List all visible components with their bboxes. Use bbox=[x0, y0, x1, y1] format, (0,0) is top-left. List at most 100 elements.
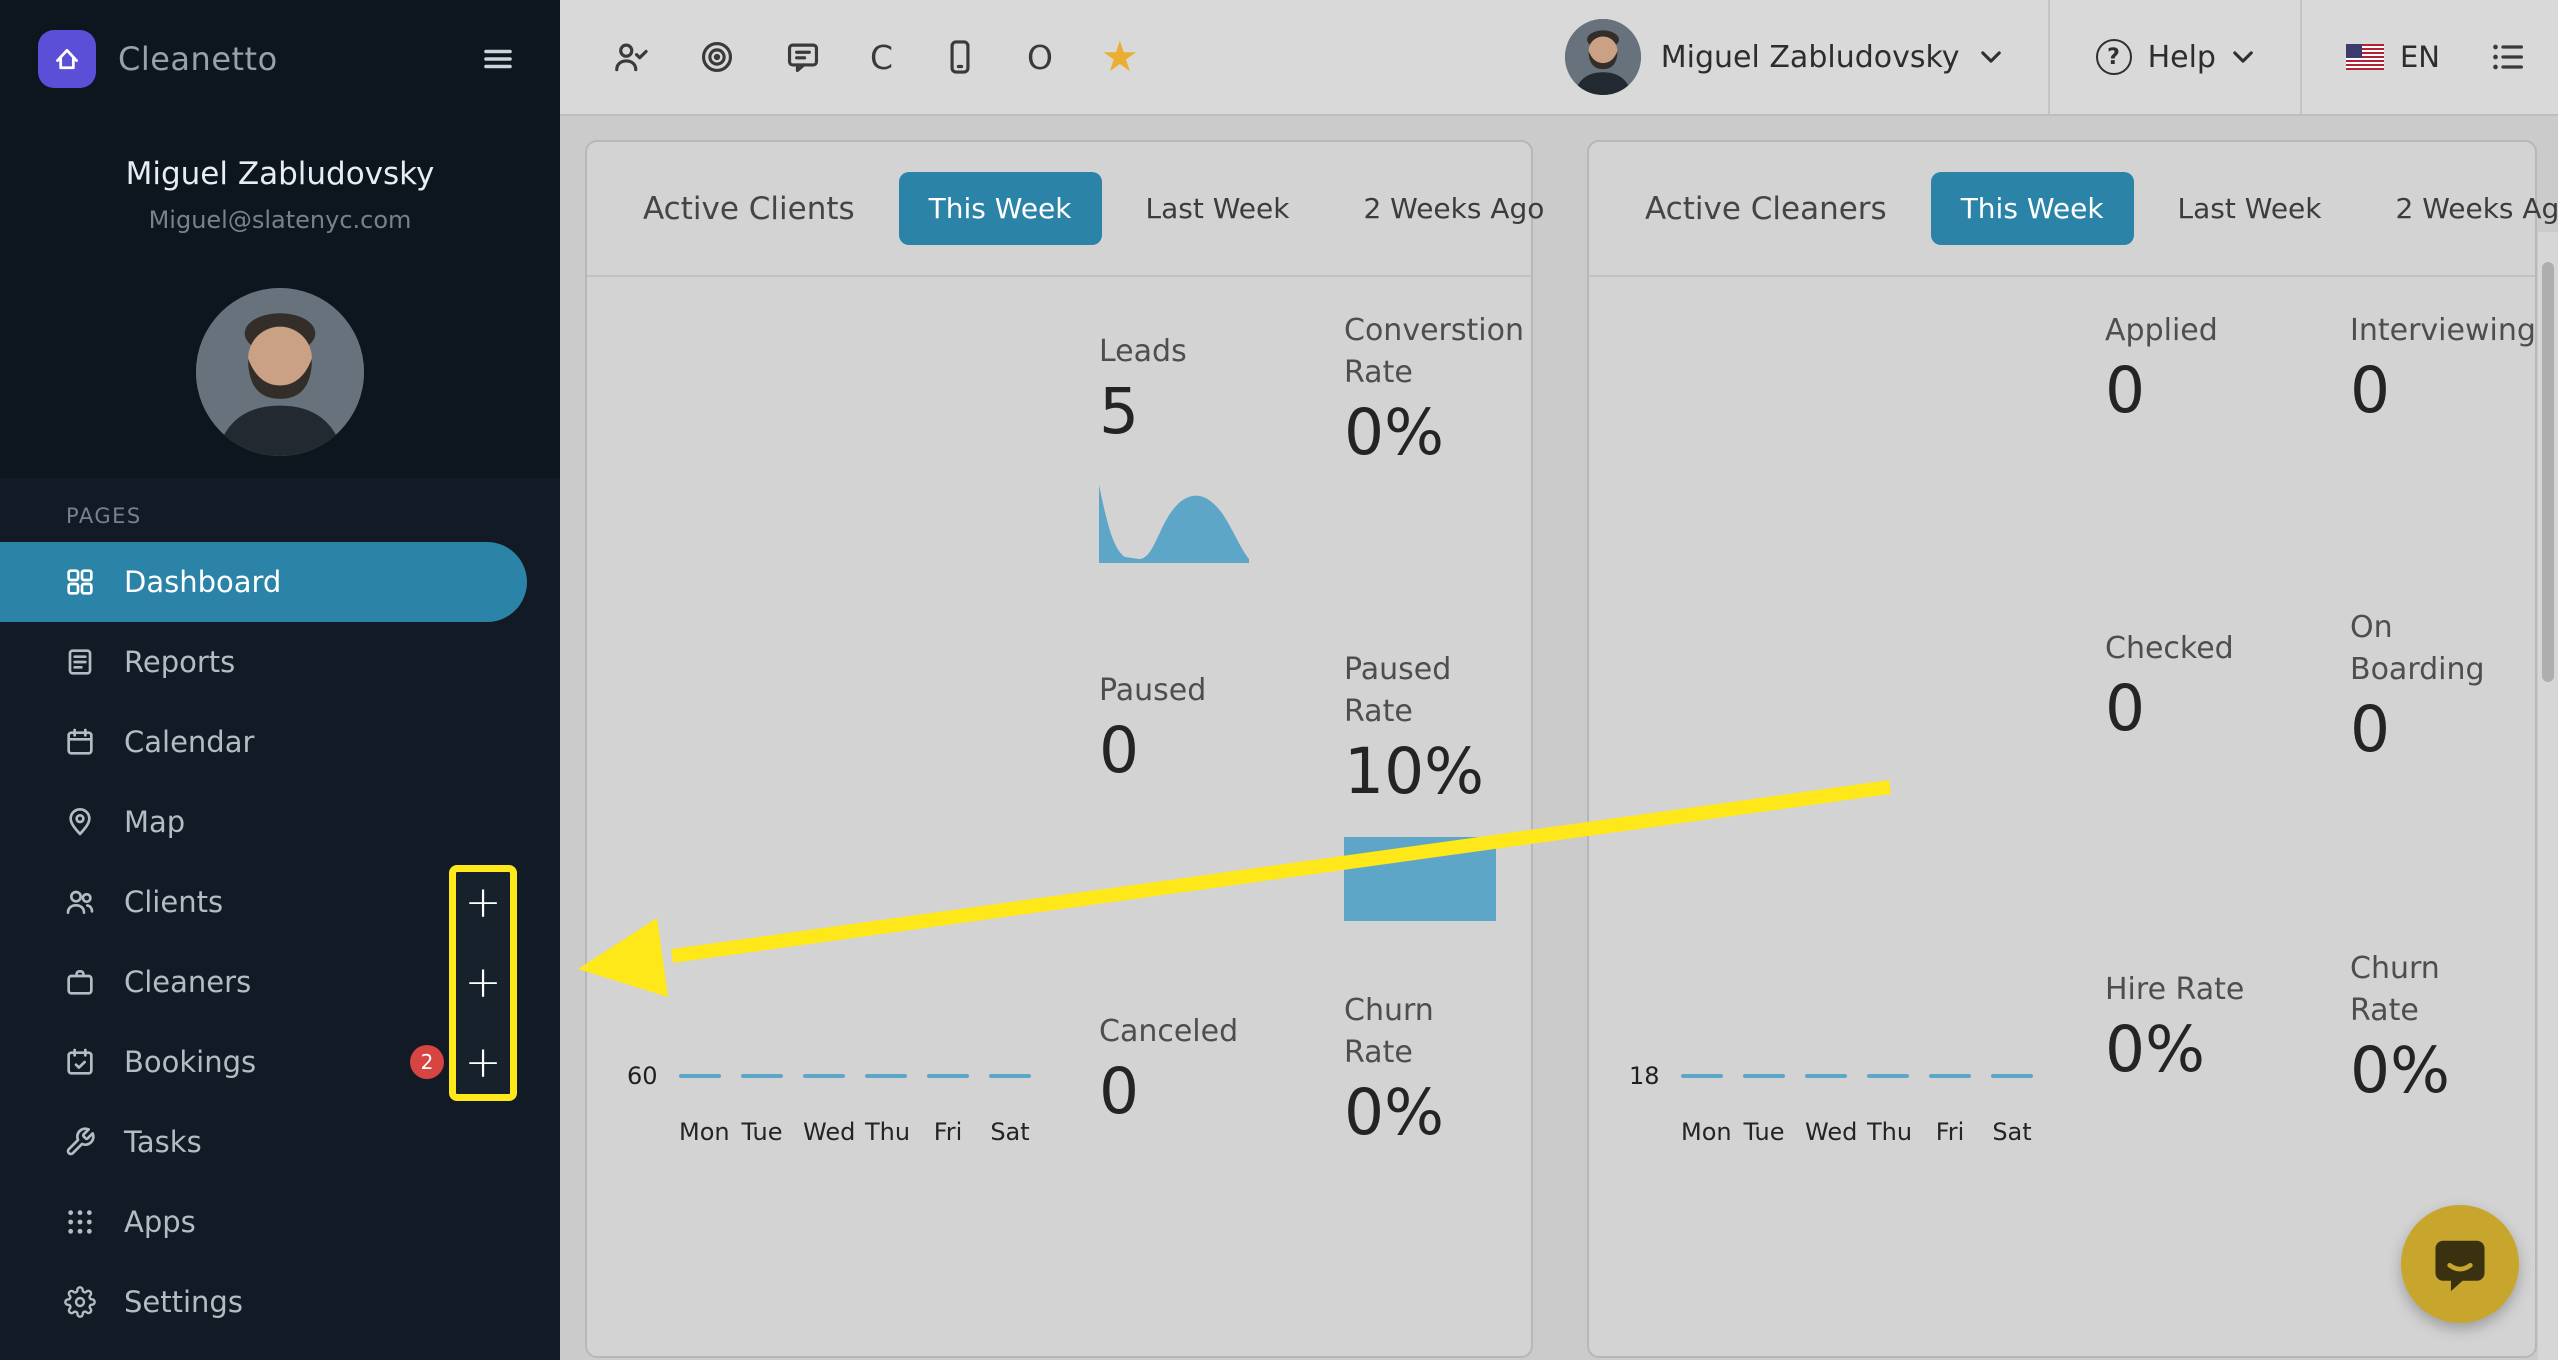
stat-value: 5 bbox=[1099, 375, 1140, 448]
language-selector[interactable]: EN bbox=[2302, 40, 2484, 74]
stat-hire-rate: Hire Rate 0% bbox=[2105, 948, 2350, 1108]
period-tabs: This Week Last Week 2 Weeks Ago bbox=[898, 172, 1575, 245]
sidebar-item-apps[interactable]: Apps bbox=[0, 1182, 560, 1262]
sidebar-item-calendar[interactable]: Calendar bbox=[0, 702, 560, 782]
logo-row: Cleanetto bbox=[0, 30, 560, 88]
chat-messenger-button[interactable] bbox=[2401, 1205, 2519, 1323]
stat-leads: Leads 5 bbox=[1099, 310, 1344, 649]
sidebar-item-clients[interactable]: Clients bbox=[0, 862, 560, 942]
sidebar-item-label: Dashboard bbox=[124, 565, 282, 599]
tab-two-weeks-ago[interactable]: 2 Weeks Ago bbox=[1333, 172, 1574, 245]
stat-label: Converstion Rate bbox=[1344, 313, 1524, 390]
stat-value: 0 bbox=[2350, 354, 2391, 427]
topbar-user-name: Miguel Zabludovsky bbox=[1660, 39, 1960, 75]
sidebar-item-reports[interactable]: Reports bbox=[0, 622, 560, 702]
sidebar-item-bookings[interactable]: Bookings 2 bbox=[0, 1022, 560, 1102]
gear-icon bbox=[64, 1286, 96, 1318]
help-question-icon: ? bbox=[2095, 39, 2132, 75]
stat-paused: Paused 0 bbox=[1099, 649, 1344, 990]
active-cleaners-card: Active Cleaners This Week Last Week 2 We… bbox=[1587, 140, 2558, 1358]
period-tabs: This Week Last Week 2 Weeks Ago bbox=[1930, 172, 2558, 245]
briefcase-icon bbox=[64, 966, 96, 998]
stat-value: 0 bbox=[1099, 714, 1140, 787]
stat-label: Paused bbox=[1099, 673, 1207, 708]
wrench-icon bbox=[64, 1126, 96, 1158]
stat-on-boarding: On Boarding 0 bbox=[2350, 607, 2558, 948]
sidebar-item-label: Bookings bbox=[124, 1045, 257, 1079]
letter-c-app-icon[interactable]: C bbox=[870, 37, 894, 77]
sidebar-item-cleaners[interactable]: Cleaners bbox=[0, 942, 560, 1022]
topbar-app-shortcuts: C O ★ bbox=[612, 36, 1139, 78]
add-cleaner-button[interactable]: + bbox=[464, 957, 502, 1008]
chat-bubble-icon[interactable] bbox=[784, 38, 822, 76]
x-axis-labels: Mon Tue Wed Thu Fri Sat bbox=[679, 1118, 1030, 1146]
person-check-icon[interactable] bbox=[612, 38, 650, 76]
stat-label: Hire Rate bbox=[2105, 972, 2245, 1007]
stat-label: Paused Rate bbox=[1344, 652, 1452, 729]
stat-value: 0% bbox=[1344, 396, 1444, 469]
add-booking-button[interactable]: + bbox=[464, 1037, 502, 1088]
clients-week-chart: 60 Mon Tue Wed Thu Fri Sat bbox=[627, 1062, 1031, 1146]
app-title: Cleanetto bbox=[118, 40, 278, 78]
sidebar-header: Cleanetto Miguel Zabludovsky Miguel@slat… bbox=[0, 0, 560, 478]
tab-last-week[interactable]: Last Week bbox=[2148, 172, 2352, 245]
y-axis-label: 18 bbox=[1629, 1062, 1660, 1090]
cleaners-week-chart: 18 Mon Tue Wed Thu Fri Sat bbox=[1629, 1062, 2033, 1146]
sidebar-item-label: Clients bbox=[124, 885, 224, 919]
chart-line-dashes bbox=[679, 1074, 1031, 1078]
leads-sparkline bbox=[1099, 485, 1249, 563]
calendar-icon bbox=[64, 726, 96, 758]
sidebar-item-label: Map bbox=[124, 805, 186, 839]
letter-o-app-icon[interactable]: O bbox=[1027, 37, 1054, 77]
stat-applied: Applied 0 bbox=[2105, 310, 2350, 607]
help-menu[interactable]: ? Help bbox=[2047, 0, 2302, 114]
chart-line-dashes bbox=[1681, 1074, 2033, 1078]
sidebar-collapse-hamburger-icon[interactable] bbox=[480, 41, 516, 77]
tab-two-weeks-ago[interactable]: 2 Weeks Ago bbox=[2365, 172, 2558, 245]
map-pin-icon bbox=[64, 806, 96, 838]
active-clients-header: Active Clients This Week Last Week 2 Wee… bbox=[587, 142, 1544, 277]
add-client-button[interactable]: + bbox=[464, 877, 502, 928]
star-icon[interactable]: ★ bbox=[1101, 32, 1139, 81]
cleanetto-logo-icon bbox=[38, 30, 96, 88]
tab-this-week[interactable]: This Week bbox=[1930, 172, 2134, 245]
stat-canceled: Canceled 0 bbox=[1099, 990, 1344, 1150]
card-title: Active Cleaners bbox=[1645, 190, 1887, 227]
x-axis-labels: Mon Tue Wed Thu Fri Sat bbox=[1681, 1118, 2032, 1146]
sidebar-section-label: PAGES bbox=[66, 504, 142, 528]
stat-value: 0 bbox=[1099, 1055, 1140, 1128]
sidebar-user-email: Miguel@slatenyc.com bbox=[148, 206, 412, 234]
sidebar-item-settings[interactable]: Settings bbox=[0, 1262, 560, 1342]
sidebar-user-name: Miguel Zabludovsky bbox=[125, 156, 435, 192]
stat-value: 0 bbox=[2105, 672, 2146, 745]
messenger-bubble-icon bbox=[2435, 1240, 2485, 1292]
tab-last-week[interactable]: Last Week bbox=[1116, 172, 1320, 245]
bookings-count-badge: 2 bbox=[410, 1045, 444, 1079]
sidebar-item-label: Reports bbox=[124, 645, 236, 679]
target-icon[interactable] bbox=[698, 38, 736, 76]
stat-churn-rate: Churn Rate 0% bbox=[2350, 948, 2558, 1108]
paused-rate-bar bbox=[1344, 837, 1496, 921]
stat-label: Applied bbox=[2105, 313, 2218, 348]
user-menu[interactable]: Miguel Zabludovsky bbox=[1564, 0, 2048, 114]
topbar-right: Miguel Zabludovsky ? Help EN bbox=[1564, 0, 2528, 114]
stat-value: 0% bbox=[1344, 1076, 1444, 1149]
active-clients-body: Leads 5 Converstion Rate 0% Paused 0 Pau… bbox=[587, 277, 1531, 1358]
quick-add-highlight-box: + + + bbox=[449, 865, 517, 1101]
stat-checked: Checked 0 bbox=[2105, 607, 2350, 948]
avatar bbox=[196, 288, 364, 456]
clients-stats-grid: Leads 5 Converstion Rate 0% Paused 0 Pau… bbox=[1099, 310, 1576, 1150]
stat-value: 0% bbox=[2105, 1013, 2205, 1086]
stat-paused-rate: Paused Rate 10% bbox=[1344, 649, 1576, 990]
tab-this-week[interactable]: This Week bbox=[898, 172, 1102, 245]
sidebar-item-tasks[interactable]: Tasks bbox=[0, 1102, 560, 1182]
list-menu-icon[interactable] bbox=[2488, 37, 2528, 77]
stat-label: Interviewing bbox=[2350, 313, 2536, 348]
avatar bbox=[1564, 19, 1641, 95]
sidebar-item-map[interactable]: Map bbox=[0, 782, 560, 862]
sidebar: Cleanetto Miguel Zabludovsky Miguel@slat… bbox=[0, 0, 560, 1360]
smartphone-icon[interactable] bbox=[941, 38, 979, 76]
active-cleaners-body: Applied 0 Interviewing 0 Checked 0 On Bo… bbox=[1589, 277, 2536, 1358]
scrollbar-thumb[interactable] bbox=[2542, 262, 2554, 682]
sidebar-item-dashboard[interactable]: Dashboard bbox=[0, 542, 527, 622]
